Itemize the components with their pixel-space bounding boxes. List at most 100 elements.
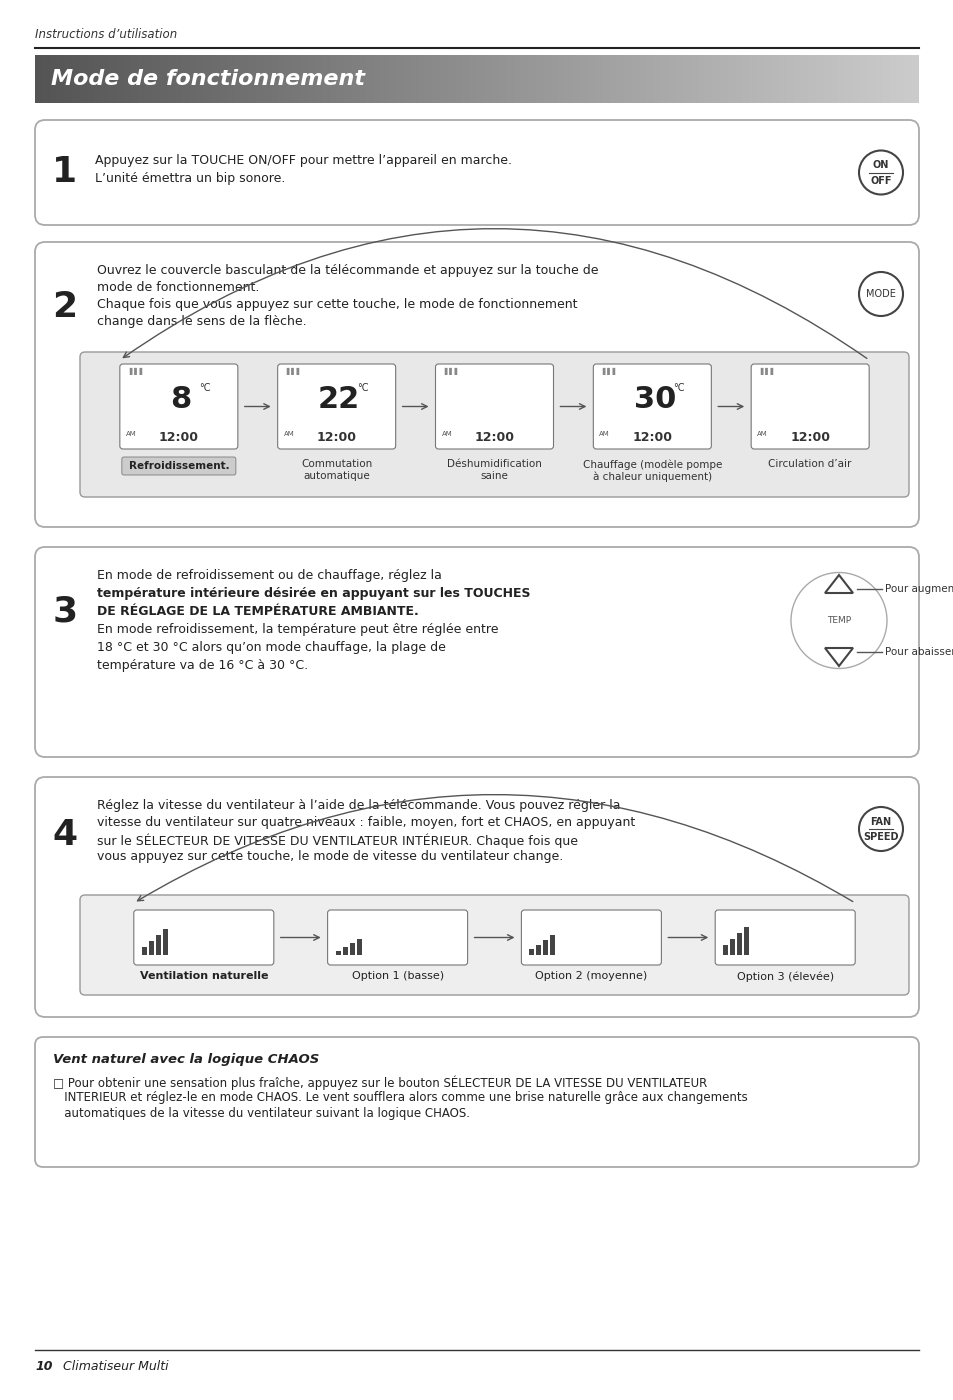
Bar	[601, 55, 610, 104]
Text: 12:00: 12:00	[316, 431, 356, 444]
Text: 10: 10	[35, 1359, 52, 1373]
Bar	[801, 55, 808, 104]
Text: Pour abaisser la température.: Pour abaisser la température.	[884, 647, 953, 657]
Text: 18 °C et 30 °C alors qu’on mode chauffage, la plage de: 18 °C et 30 °C alors qu’on mode chauffag…	[97, 641, 445, 654]
Bar	[484, 55, 492, 104]
Bar	[249, 55, 256, 104]
FancyBboxPatch shape	[750, 364, 868, 449]
Text: mode de fonctionnement.: mode de fonctionnement.	[97, 281, 259, 294]
Bar	[93, 55, 102, 104]
FancyBboxPatch shape	[133, 910, 274, 965]
FancyBboxPatch shape	[593, 364, 711, 449]
Text: Mode de fonctionnement: Mode de fonctionnement	[51, 69, 365, 90]
Bar	[433, 55, 440, 104]
Text: □ Pour obtenir une sensation plus fraîche, appuyez sur le bouton SÉLECTEUR DE LA: □ Pour obtenir une sensation plus fraîch…	[53, 1075, 706, 1089]
Bar	[233, 55, 241, 104]
Text: 12:00: 12:00	[474, 431, 514, 444]
Bar	[763, 55, 771, 104]
FancyBboxPatch shape	[327, 910, 467, 965]
Bar	[314, 55, 322, 104]
Bar	[646, 55, 654, 104]
Text: ▐▐▐: ▐▐▐	[598, 368, 615, 375]
Text: Option 1 (basse): Option 1 (basse)	[351, 972, 443, 981]
Text: Instructions d’utilisation: Instructions d’utilisation	[35, 28, 177, 41]
Bar	[322, 55, 330, 104]
Text: Option 3 (élevée): Option 3 (élevée)	[736, 972, 833, 981]
Text: automatique: automatique	[303, 470, 370, 482]
Text: saine: saine	[480, 470, 508, 482]
FancyBboxPatch shape	[715, 910, 854, 965]
Bar	[163, 930, 168, 955]
Bar	[101, 55, 109, 104]
Text: 12:00: 12:00	[632, 431, 672, 444]
Bar	[439, 55, 448, 104]
Bar	[219, 55, 227, 104]
Bar	[271, 55, 278, 104]
Bar	[756, 55, 764, 104]
FancyBboxPatch shape	[35, 242, 918, 526]
Bar	[617, 55, 624, 104]
Bar	[342, 946, 347, 955]
Bar	[65, 55, 72, 104]
Bar	[146, 55, 153, 104]
Bar	[565, 55, 573, 104]
Bar	[123, 55, 132, 104]
Text: 8: 8	[171, 385, 192, 414]
FancyBboxPatch shape	[80, 351, 908, 497]
Text: AM: AM	[441, 431, 452, 437]
Bar	[152, 55, 160, 104]
Bar	[455, 55, 462, 104]
Bar	[874, 55, 882, 104]
Bar	[142, 946, 147, 955]
FancyBboxPatch shape	[35, 777, 918, 1016]
Bar	[212, 55, 219, 104]
Text: 4: 4	[52, 818, 77, 853]
Text: AM: AM	[757, 431, 767, 437]
FancyBboxPatch shape	[35, 120, 918, 225]
Bar	[255, 55, 264, 104]
Bar	[514, 55, 521, 104]
Bar	[550, 935, 555, 955]
Bar	[595, 55, 602, 104]
Bar	[160, 55, 168, 104]
Bar	[307, 55, 315, 104]
Text: ▐▐▐: ▐▐▐	[126, 368, 142, 375]
Text: INTERIEUR et réglez-le en mode CHAOS. Le vent soufflera alors comme une brise na: INTERIEUR et réglez-le en mode CHAOS. Le…	[53, 1091, 747, 1105]
Text: ▐▐▐: ▐▐▐	[757, 368, 773, 375]
Bar	[395, 55, 403, 104]
Text: ▐▐▐: ▐▐▐	[441, 368, 457, 375]
Bar	[344, 55, 352, 104]
Bar	[425, 55, 433, 104]
Text: 3: 3	[52, 595, 77, 629]
Text: 12:00: 12:00	[789, 431, 829, 444]
Bar	[57, 55, 65, 104]
Bar	[241, 55, 249, 104]
Bar	[520, 55, 529, 104]
FancyBboxPatch shape	[35, 547, 918, 757]
Bar	[197, 55, 205, 104]
Bar	[888, 55, 897, 104]
Text: °C: °C	[199, 382, 211, 393]
Bar	[690, 55, 698, 104]
FancyBboxPatch shape	[277, 364, 395, 449]
Bar	[911, 55, 919, 104]
Bar	[623, 55, 632, 104]
Bar	[722, 945, 727, 955]
Text: °C: °C	[672, 382, 683, 393]
Text: température va de 16 °C à 30 °C.: température va de 16 °C à 30 °C.	[97, 659, 308, 672]
Bar	[330, 55, 337, 104]
Bar	[837, 55, 845, 104]
Text: Appuyez sur la TOUCHE ON/OFF pour mettre l’appareil en marche.: Appuyez sur la TOUCHE ON/OFF pour mettre…	[95, 154, 512, 167]
Bar	[737, 932, 741, 955]
Text: Refroidissement.: Refroidissement.	[129, 461, 229, 470]
Text: Déshumidification: Déshumidification	[447, 459, 541, 469]
Bar	[417, 55, 425, 104]
Bar	[682, 55, 690, 104]
Text: 2: 2	[52, 290, 77, 323]
Text: Chaque fois que vous appuyez sur cette touche, le mode de fonctionnement: Chaque fois que vous appuyez sur cette t…	[97, 298, 577, 311]
Bar	[381, 55, 389, 104]
Text: 22: 22	[317, 385, 360, 414]
Text: Vent naturel avec la logique CHAOS: Vent naturel avec la logique CHAOS	[53, 1053, 319, 1065]
Bar	[498, 55, 506, 104]
Bar	[529, 949, 534, 955]
